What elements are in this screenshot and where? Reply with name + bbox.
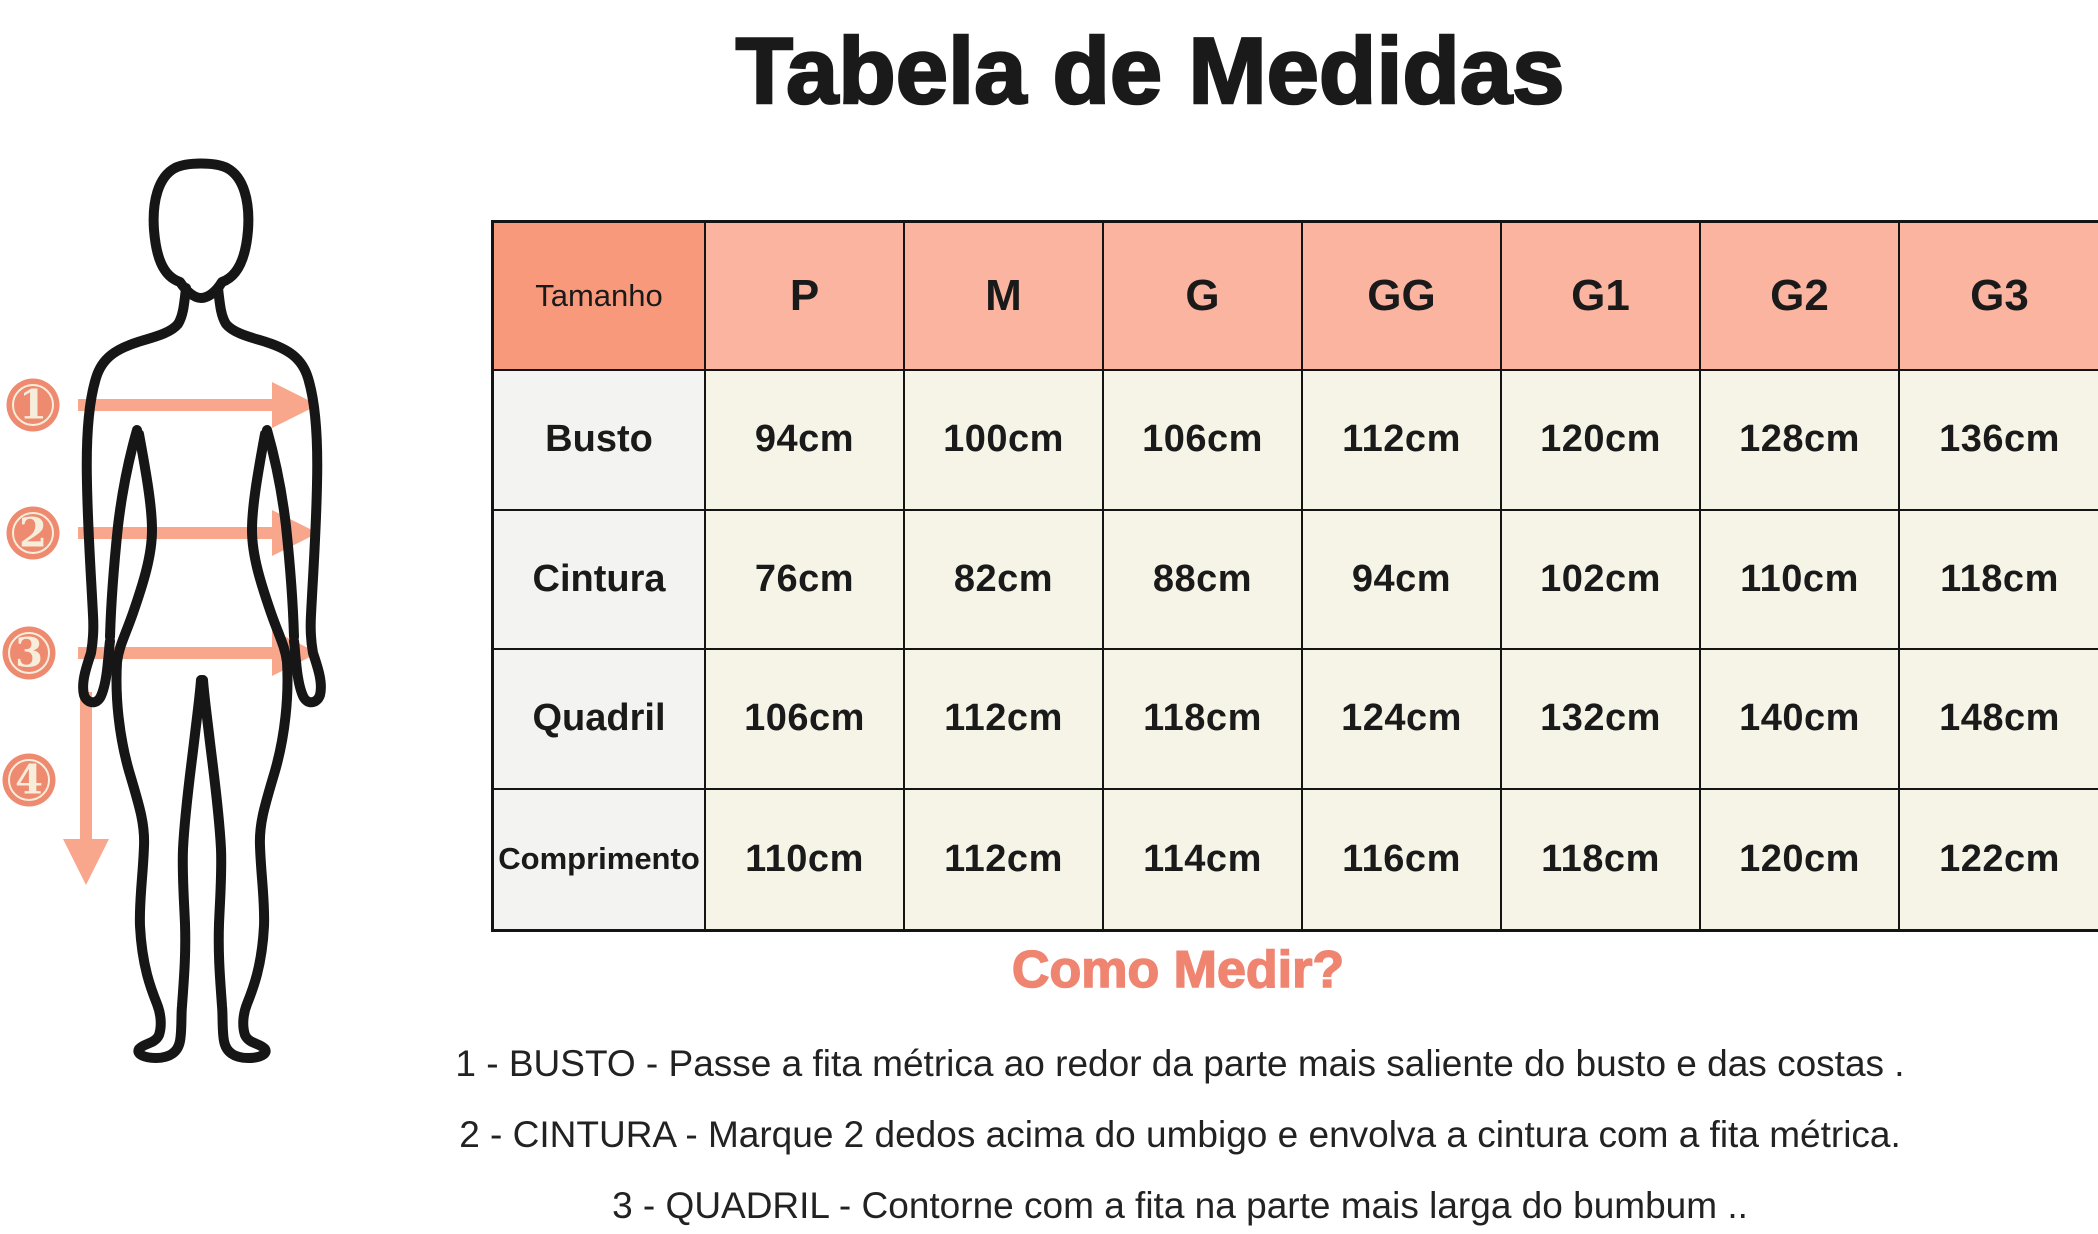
marker-2-number: 2 <box>19 510 47 557</box>
marker-4-badge: 4 <box>2 753 56 807</box>
body-silhouette <box>78 158 321 1063</box>
row-label-comprimento: Comprimento <box>494 789 706 929</box>
how-to-measure-heading: Como Medir? <box>1011 941 1345 1000</box>
body-left-half <box>78 283 206 1063</box>
length-arrow-icon <box>63 692 109 885</box>
head-outline <box>148 158 254 303</box>
row-label-cintura: Cintura <box>494 510 706 650</box>
size-header-g3: G3 <box>1900 223 2098 371</box>
measure-step-2: 2 - CINTURA - Marque 2 dedos acima do um… <box>459 1114 1901 1155</box>
size-table-corner-header: Tamanho <box>494 223 706 371</box>
marker-1-number: 1 <box>19 382 47 429</box>
marker-1-badge: 1 <box>6 378 60 432</box>
size-header-g: G <box>1104 223 1303 371</box>
value-busto-g2: 128cm <box>1701 371 1900 511</box>
page-title: Tabela de Medidas <box>734 18 1565 123</box>
how-to-measure-steps: 1 - BUSTO - Passe a fita métrica ao redo… <box>262 1028 2098 1234</box>
value-quadril-g3: 148cm <box>1900 650 2098 790</box>
row-label-quadril: Quadril <box>494 650 706 790</box>
value-cintura-p: 76cm <box>706 510 905 650</box>
size-header-gg: GG <box>1303 223 1502 371</box>
bust-arrow-icon <box>78 382 318 428</box>
value-comprimento-g2: 120cm <box>1701 789 1900 929</box>
value-quadril-m: 112cm <box>905 650 1104 790</box>
marker-2-badge: 2 <box>6 506 60 560</box>
value-busto-m: 100cm <box>905 371 1104 511</box>
marker-3-badge: 3 <box>2 626 56 680</box>
value-quadril-p: 106cm <box>706 650 905 790</box>
size-header-g1: G1 <box>1502 223 1701 371</box>
value-cintura-g: 88cm <box>1104 510 1303 650</box>
hip-arrow-icon <box>78 630 318 676</box>
value-comprimento-g3: 122cm <box>1900 789 2098 929</box>
size-header-m: M <box>905 223 1104 371</box>
value-cintura-g3: 118cm <box>1900 510 2098 650</box>
value-quadril-gg: 124cm <box>1303 650 1502 790</box>
value-comprimento-gg: 116cm <box>1303 789 1502 929</box>
measure-step-1: 1 - BUSTO - Passe a fita métrica ao redo… <box>455 1043 1905 1084</box>
value-comprimento-g1: 118cm <box>1502 789 1701 929</box>
value-comprimento-g: 114cm <box>1104 789 1303 929</box>
value-cintura-m: 82cm <box>905 510 1104 650</box>
value-busto-g1: 120cm <box>1502 371 1701 511</box>
marker-4-number: 4 <box>15 757 43 804</box>
measure-arrows <box>63 382 318 885</box>
marker-3-number: 3 <box>15 630 43 677</box>
value-busto-g: 106cm <box>1104 371 1303 511</box>
value-cintura-g2: 110cm <box>1701 510 1900 650</box>
value-cintura-g1: 102cm <box>1502 510 1701 650</box>
value-busto-gg: 112cm <box>1303 371 1502 511</box>
value-quadril-g: 118cm <box>1104 650 1303 790</box>
row-label-busto: Busto <box>494 371 706 511</box>
value-comprimento-p: 110cm <box>706 789 905 929</box>
size-table: Tamanho P M G GG G1 G2 G3 Busto 94cm 100cm 106cm 112… <box>491 220 2098 932</box>
body-measurement-diagram: 1 2 3 4 <box>2 158 360 1063</box>
size-header-p: P <box>706 223 905 371</box>
size-header-g2: G2 <box>1701 223 1900 371</box>
value-comprimento-m: 112cm <box>905 789 1104 929</box>
value-busto-g3: 136cm <box>1900 371 2098 511</box>
marker-badges: 1 2 3 4 <box>2 378 60 807</box>
value-cintura-gg: 94cm <box>1303 510 1502 650</box>
waist-arrow-icon <box>78 510 318 556</box>
value-busto-p: 94cm <box>706 371 905 511</box>
value-quadril-g2: 140cm <box>1701 650 1900 790</box>
value-quadril-g1: 132cm <box>1502 650 1701 790</box>
measure-step-3: 3 - QUADRIL - Contorne com a fita na par… <box>612 1185 1748 1226</box>
